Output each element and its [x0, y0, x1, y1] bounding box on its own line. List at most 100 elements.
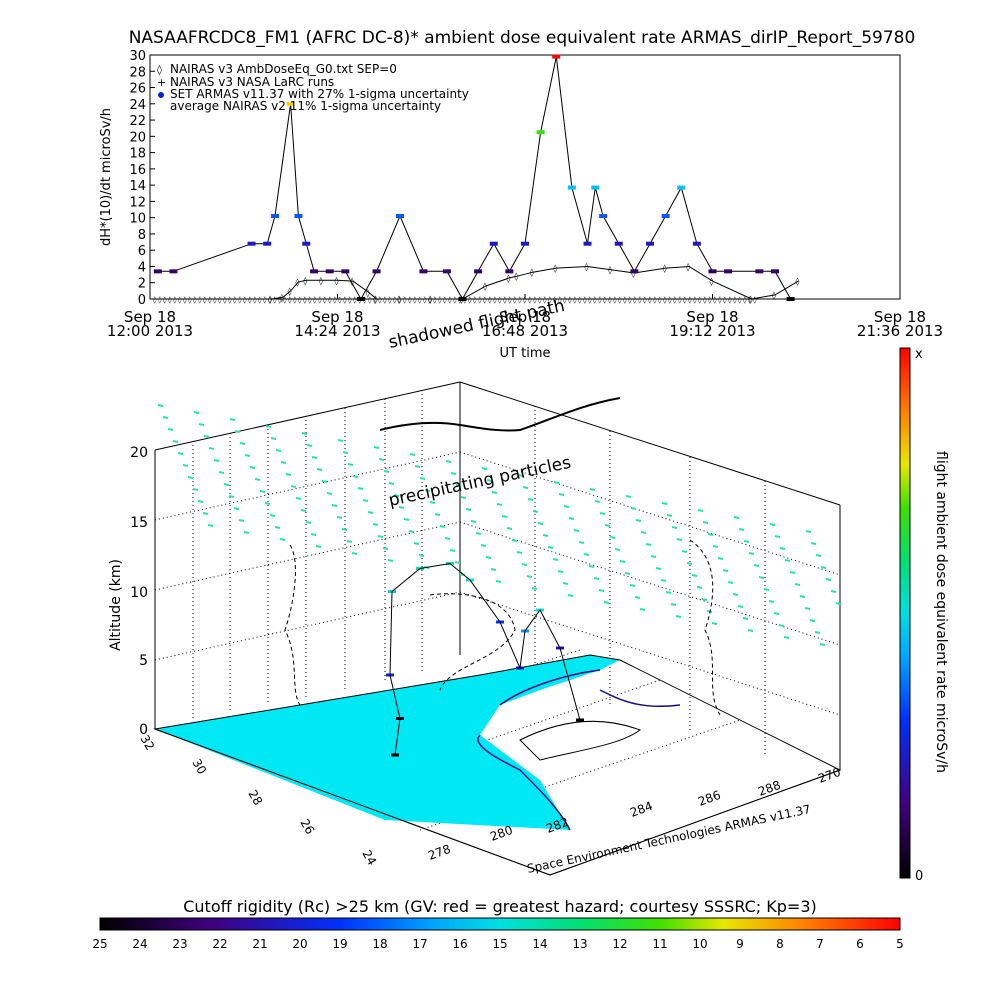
particle-mark — [742, 617, 749, 620]
ts-baseline-marker: ◊ — [533, 296, 537, 304]
rigidity-tick-label: 24 — [132, 937, 147, 951]
particle-mark — [531, 587, 538, 590]
particle-mark — [279, 538, 286, 541]
particle-mark — [671, 526, 678, 529]
rigidity-colorbar-title: Cutoff rigidity (Rc) >25 km (GV: red = g… — [183, 897, 817, 916]
particle-mark — [835, 602, 842, 605]
ts-baseline-marker: ◊ — [718, 296, 722, 304]
ts-baseline-marker: ◊ — [488, 296, 492, 304]
ts-baseline-marker: ◊ — [223, 296, 227, 304]
particle-mark — [558, 493, 565, 496]
rigidity-tick-label: 18 — [372, 937, 387, 951]
ts-baseline-marker: ◊ — [693, 296, 697, 304]
particle-mark — [486, 479, 493, 482]
legend-entry-nairas-v2: average NAIRAS v2 11% 1-sigma uncertaint… — [170, 99, 441, 113]
particle-mark — [568, 517, 575, 520]
particle-mark — [660, 579, 667, 582]
ts-y-tick-label: 12 — [129, 195, 146, 210]
particle-mark — [809, 619, 816, 622]
particle-mark — [665, 591, 672, 594]
particle-mark — [517, 474, 524, 477]
particle-mark — [254, 478, 261, 481]
ts-baseline-marker: ◊ — [653, 296, 657, 304]
ts-baseline-marker: ◊ — [563, 296, 567, 304]
particle-mark — [419, 477, 426, 480]
ts-baseline-marker: ◊ — [633, 296, 637, 304]
rigidity-colorbar: Cutoff rigidity (Rc) >25 km (GV: red = g… — [92, 897, 903, 951]
particle-mark — [732, 593, 739, 596]
ts-nairas-point: ◊ — [268, 295, 272, 304]
ts-y-tick-label: 2 — [138, 277, 146, 292]
particle-mark — [321, 480, 328, 483]
ts-baseline-marker: ◊ — [418, 296, 422, 304]
particle-mark — [162, 416, 169, 419]
particle-mark — [522, 486, 529, 489]
ts-baseline-marker: ◊ — [298, 296, 302, 304]
particle-mark — [712, 545, 719, 548]
ts-baseline-marker: ◊ — [483, 296, 487, 304]
ts-nairas-line — [271, 265, 799, 300]
particle-mark — [202, 512, 209, 515]
ts-baseline-marker: ◊ — [523, 296, 527, 304]
ts-baseline-marker: ◊ — [708, 296, 712, 304]
ts-baseline-marker: ◊ — [543, 296, 547, 304]
ts-baseline-marker: ◊ — [428, 296, 432, 304]
particle-mark — [701, 598, 708, 601]
particle-mark — [547, 546, 554, 549]
rigidity-tick-label: 12 — [612, 937, 627, 951]
particle-mark — [450, 472, 457, 475]
ts-y-tick-label: 8 — [138, 228, 146, 243]
ts-baseline-marker: ◊ — [293, 296, 297, 304]
ts-y-tick-label: 22 — [129, 114, 146, 129]
lat-tick-28: 28 — [245, 788, 265, 808]
particle-mark — [460, 496, 467, 499]
ts-baseline-marker: ◊ — [273, 296, 277, 304]
map-plane-land — [153, 654, 842, 876]
flight-3d-panel: 20 15 10 5 0 Altitude (km) 32 30 — [108, 296, 843, 876]
particle-mark — [748, 552, 755, 555]
legend-entry-nairas-g0: NAIRAS v3 AmbDoseEq_G0.txt SEP=0 — [170, 62, 397, 76]
ts-x-tick-label-time: 19:12 2013 — [669, 322, 755, 340]
ts-y-tick-label: 0 — [138, 293, 146, 308]
lat-tick-30: 30 — [189, 757, 209, 777]
particle-mark — [578, 541, 585, 544]
particle-mark — [553, 481, 560, 484]
ts-baseline-marker: ◊ — [548, 296, 552, 304]
ts-baseline-marker: ◊ — [668, 296, 672, 304]
particle-mark — [377, 535, 384, 538]
ts-nairas-point: ◊ — [710, 277, 714, 286]
particle-mark — [650, 555, 657, 558]
particle-mark — [413, 542, 420, 545]
ts-baseline-marker: ◊ — [578, 296, 582, 304]
particle-mark — [563, 505, 570, 508]
ts-baseline-marker: ◊ — [368, 296, 372, 304]
rigidity-tick-label: 7 — [816, 937, 824, 951]
particle-mark — [676, 538, 683, 541]
particle-mark — [362, 499, 369, 502]
particle-mark — [234, 430, 241, 433]
rigidity-tick-label: 13 — [572, 937, 587, 951]
particle-mark — [506, 527, 513, 530]
ts-baseline-marker: ◊ — [283, 296, 287, 304]
ts-baseline-marker: ◊ — [413, 296, 417, 304]
particle-mark — [711, 622, 718, 625]
ts-x-tick-label-time: 12:00 2013 — [107, 322, 193, 340]
particle-mark — [630, 507, 637, 510]
particle-mark — [819, 643, 826, 646]
particle-mark — [799, 595, 806, 598]
z-tick-20: 20 — [130, 445, 148, 461]
particle-mark — [203, 435, 210, 438]
particle-mark — [814, 631, 821, 634]
ts-baseline-marker: ◊ — [188, 296, 192, 304]
rigidity-tick-label: 25 — [92, 937, 107, 951]
particle-mark — [614, 548, 621, 551]
legend-entry-armas: SET ARMAS v11.37 with 27% 1-sigma uncert… — [170, 87, 469, 101]
particle-mark — [588, 565, 595, 568]
ts-nairas-point: ◊ — [374, 295, 378, 304]
precipitating-particles — [157, 404, 842, 646]
particle-mark — [249, 466, 256, 469]
particle-mark — [635, 519, 642, 522]
particle-mark — [233, 507, 240, 510]
particle-mark — [784, 559, 791, 562]
